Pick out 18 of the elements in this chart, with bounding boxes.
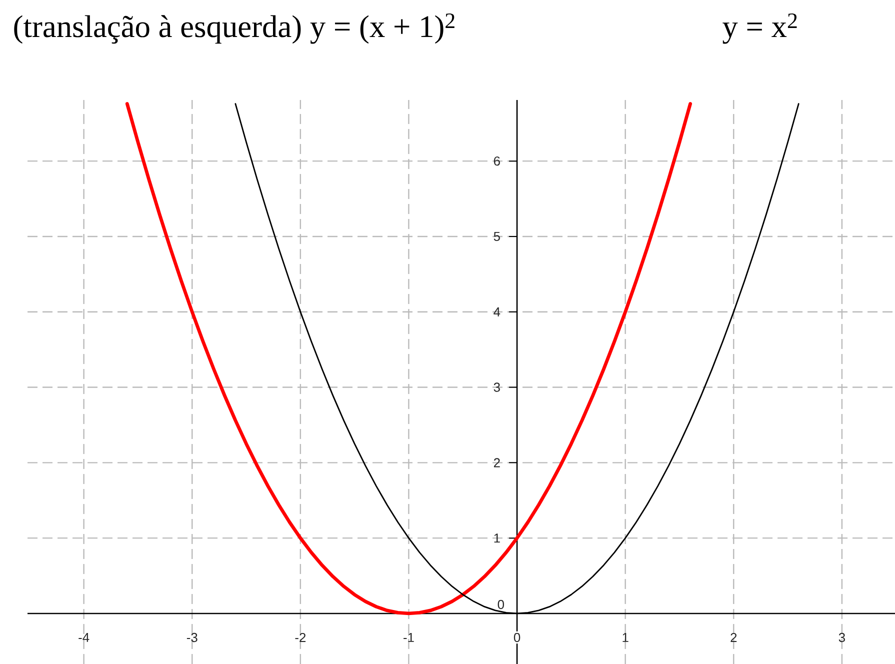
x-tick-label: -3 — [186, 632, 198, 642]
y-tick-label: 1 — [494, 534, 500, 543]
x-tick-label: 1 — [622, 633, 628, 642]
x-tick-label: -1 — [404, 633, 414, 642]
y-tick-label: 3 — [494, 382, 500, 392]
x-tick-label: 3 — [838, 632, 845, 642]
y-tick-label: 5 — [494, 232, 500, 241]
line-series — [125, 102, 692, 616]
x-tick-label: -2 — [295, 632, 306, 642]
x-tick-label: 0 — [514, 632, 520, 642]
y-tick-label: 0 — [498, 600, 504, 610]
x-tick-label: -4 — [78, 633, 90, 642]
text: y = x$^{2}$ — [722, 13, 797, 44]
y-tick-label: 2 — [494, 458, 500, 468]
y-tick-label: 4 — [494, 307, 500, 316]
text: (translação à esquerda) y = (x + 1)$^{2}$ — [14, 13, 454, 44]
y-tick-label: 6 — [494, 156, 500, 166]
x-tick-label: 2 — [730, 632, 737, 642]
